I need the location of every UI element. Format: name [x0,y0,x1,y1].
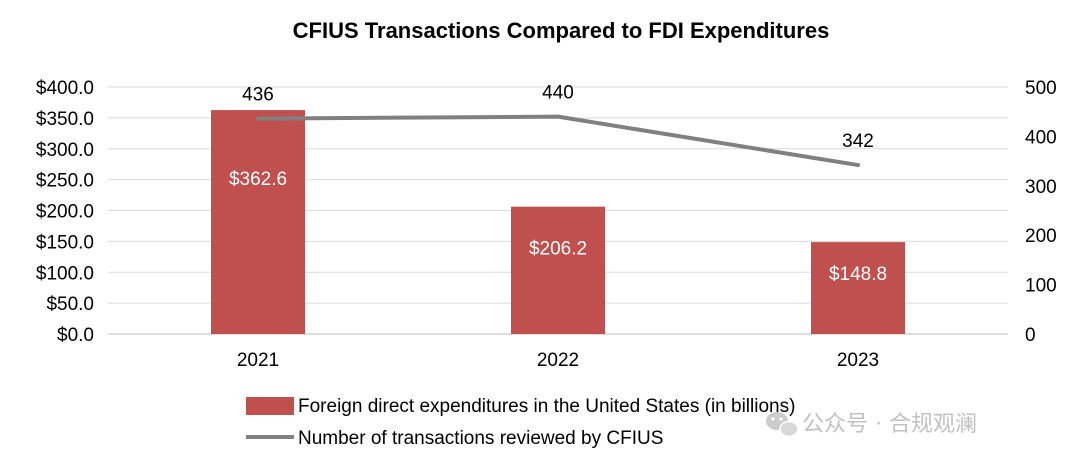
bar-data-label: $362.6 [229,169,287,190]
wechat-icon [766,412,799,438]
legend-bar-label: Foreign direct expenditures in the Unite… [298,396,795,417]
line-point [856,163,860,168]
left-tick-label: $0.0 [57,325,94,346]
watermark: 公众号 · 合规观澜 [766,412,977,438]
line-data-label: 436 [242,85,274,106]
bar-data-label: $206.2 [529,238,587,259]
right-tick-label: 100 [1025,276,1057,297]
x-tick-label: 2023 [837,350,879,371]
left-y-axis: $0.0 $50.0 $100.0 $150.0 $200.0 $250.0 $300.0 $… [36,78,94,346]
left-tick-label: $100.0 [36,263,94,284]
left-tick-label: $350.0 [36,109,94,130]
bar [511,206,605,334]
line-data-label: 342 [842,131,874,152]
legend: Foreign direct expenditures in the Unite… [246,396,795,449]
bar-data-label: $148.8 [829,264,887,285]
watermark-text: 公众号 · 合规观澜 [802,412,977,437]
x-tick-label: 2022 [537,350,579,371]
right-tick-label: 0 [1025,325,1036,346]
line-data-label: 440 [542,83,574,104]
bar [211,110,305,334]
left-tick-label: $50.0 [46,294,94,315]
right-tick-label: 400 [1025,127,1057,148]
left-tick-label: $200.0 [36,202,94,223]
left-tick-label: $400.0 [36,78,94,99]
line-series: 436 440 342 [242,83,874,168]
line-point [556,114,560,119]
line-point [256,116,260,121]
legend-line-label: Number of transactions reviewed by CFIUS [298,428,663,449]
right-y-axis: 0 100 200 300 400 500 [1025,78,1057,346]
right-tick-label: 300 [1025,177,1057,198]
bar-series: $362.6 $206.2 $148.8 [211,110,905,334]
series-line [257,114,859,168]
x-tick-label: 2021 [237,350,279,371]
right-tick-label: 200 [1025,226,1057,247]
right-tick-label: 500 [1025,78,1057,99]
left-tick-label: $250.0 [36,171,94,192]
chart-title: CFIUS Transactions Compared to FDI Expen… [293,18,830,43]
x-axis: 2021 2022 2023 [237,350,879,371]
bar [811,242,905,334]
left-tick-label: $300.0 [36,140,94,161]
legend-bar-swatch [246,397,294,415]
left-tick-label: $150.0 [36,232,94,253]
